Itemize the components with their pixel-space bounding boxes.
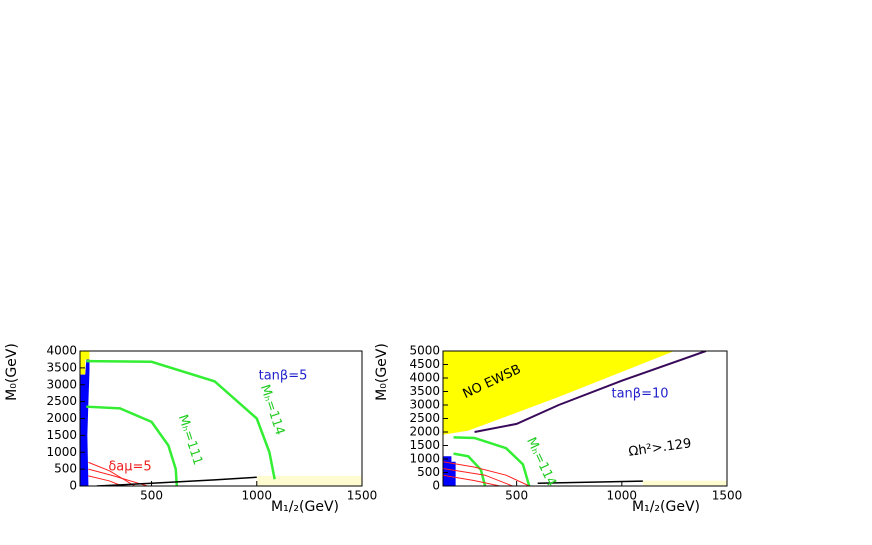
y-tick-label: 4000 [409,371,440,385]
y-tick-label: 2000 [409,425,440,439]
contour-line [474,351,707,433]
y-tick-label: 3000 [409,398,440,412]
annotation: tanβ=10 [611,387,668,402]
region [80,359,90,486]
y-tick-label: 500 [54,462,77,476]
y-tick-label: 3000 [46,377,77,391]
y-tick-label: 3500 [46,360,77,374]
region [443,456,456,486]
contour-line [88,468,148,486]
contour-line [443,467,513,486]
contour-line [453,436,531,486]
x-tick-label: 1000 [607,489,638,503]
region [642,480,727,486]
annotation: δaμ=5 [108,460,151,475]
x-tick-label: 1000 [242,489,273,503]
x-tick-label: 1500 [347,489,378,503]
x-tick-label: 1500 [712,489,743,503]
region [256,475,362,486]
contour-line [96,476,257,486]
region [443,351,675,435]
contour-line [86,359,276,480]
y-tick-label: 1500 [46,428,77,442]
y-tick-label: 3500 [409,384,440,398]
plot-area [443,351,727,486]
annotation: tanβ=5 [259,369,308,384]
y-tick-label: 1000 [46,445,77,459]
annotation: Mₕ=111 [175,413,205,467]
y-tick-label: 500 [417,465,440,479]
contour-line [88,461,135,486]
contour-line [86,405,179,486]
y-tick-label: 1000 [409,452,440,466]
y-tick-label: 2500 [409,411,440,425]
region [80,351,90,375]
y-axis-title: M₀(GeV) [4,343,20,401]
y-tick-label: 5000 [409,344,440,358]
y-tick-label: 2500 [46,394,77,408]
y-tick-label: 4000 [46,344,77,358]
plot-area [80,351,362,486]
x-tick-label: 500 [505,489,528,503]
contour-line [537,480,643,485]
y-tick-label: 2000 [46,411,77,425]
x-tick-label: 500 [140,489,163,503]
contour-line [453,452,487,486]
annotation: Ωh²>.129 [628,436,693,460]
y-tick-label: 4500 [409,357,440,371]
x-axis-title: M₁/₂(GeV) [632,499,700,515]
y-tick-label: 0 [69,479,77,493]
y-tick-label: 1500 [409,438,440,452]
y-axis-title: M₀(GeV) [374,343,390,401]
y-tick-label: 0 [432,479,440,493]
contour-line [443,474,500,486]
contour-line [443,461,530,486]
x-axis-title: M₁/₂(GeV) [271,499,339,515]
